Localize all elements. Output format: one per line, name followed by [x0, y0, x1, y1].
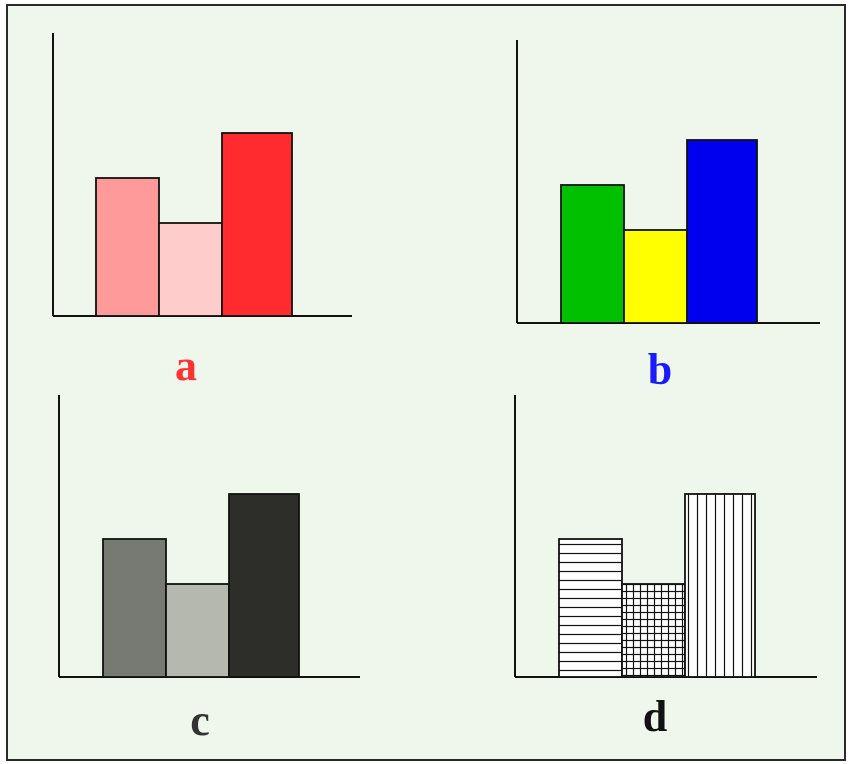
- bar-a-3: [221, 132, 293, 317]
- chart-panel-b: b: [516, 40, 820, 394]
- bar-d-3: [684, 493, 756, 678]
- bar-a-2: [158, 222, 223, 317]
- bar-d-2: [621, 583, 686, 678]
- bar-c-1: [102, 538, 167, 678]
- bar-c-3: [228, 493, 300, 678]
- panel-label-a: a: [175, 341, 197, 390]
- bar-b-1: [560, 184, 625, 324]
- bar-b-3: [686, 139, 758, 324]
- bar-a-1: [95, 177, 160, 317]
- panel-label-c: c: [190, 696, 210, 745]
- bar-b-2: [623, 229, 688, 324]
- panel-label-d: d: [643, 692, 667, 741]
- panel-label-b: b: [648, 345, 672, 394]
- chart-panel-d: d: [514, 395, 817, 741]
- bar-c-2: [165, 583, 230, 678]
- bar-d-1: [558, 538, 623, 678]
- chart-panel-c: c: [58, 395, 360, 745]
- chart-panel-a: a: [52, 33, 352, 390]
